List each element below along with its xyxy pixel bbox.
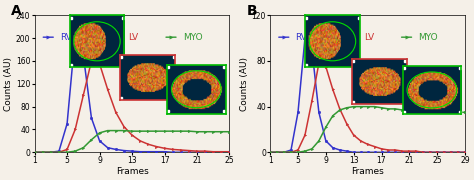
- X-axis label: Frames: Frames: [116, 167, 148, 176]
- Text: RV: RV: [295, 33, 307, 42]
- Y-axis label: Counts (AU): Counts (AU): [4, 57, 13, 111]
- Text: B: B: [247, 4, 257, 18]
- Text: RV: RV: [60, 33, 72, 42]
- Text: MYO: MYO: [182, 33, 202, 42]
- Y-axis label: Counts (AU): Counts (AU): [240, 57, 249, 111]
- Text: A: A: [11, 4, 22, 18]
- X-axis label: Frames: Frames: [351, 167, 384, 176]
- Text: LV: LV: [128, 33, 138, 42]
- Text: MYO: MYO: [418, 33, 438, 42]
- Text: LV: LV: [364, 33, 374, 42]
